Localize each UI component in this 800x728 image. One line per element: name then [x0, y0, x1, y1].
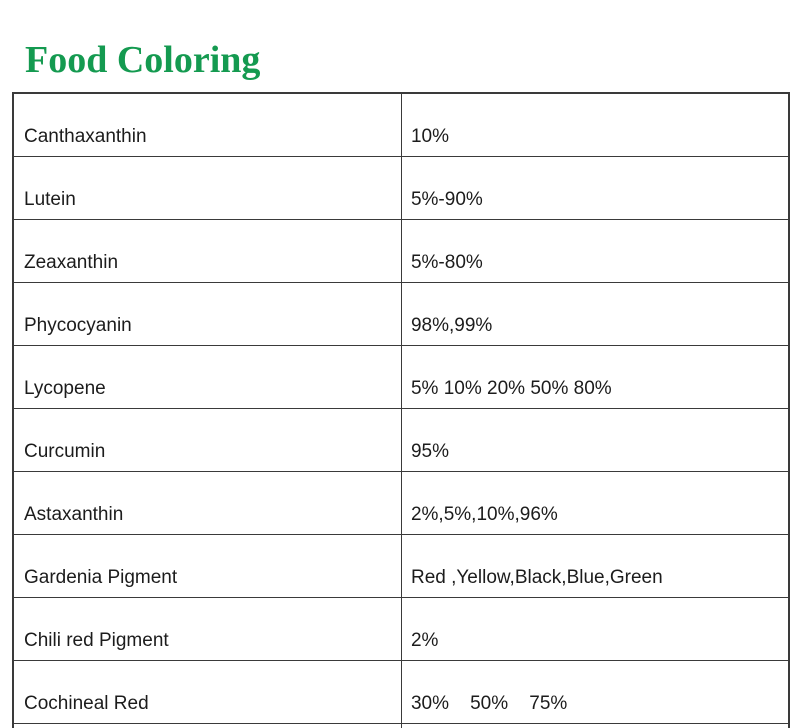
ingredient-name-cell: Lutein	[12, 156, 402, 220]
ingredient-value-cell: 5%-90%	[400, 156, 790, 220]
food-coloring-table: Canthaxanthin 10% Lutein 5%-90% Zeaxanthin 5%…	[12, 92, 790, 728]
ingredient-value-cell: 5%-80%	[400, 219, 790, 283]
table-row: Phycocyanin 98%,99%	[12, 282, 790, 346]
table-row: Astaxanthin 2%,5%,10%,96%	[12, 471, 790, 535]
ingredient-value-cell: 30% 50% 75%	[400, 660, 790, 724]
ingredient-value-cell: Red ,Yellow,Black,Blue,Green	[400, 534, 790, 598]
table-row: Lycopene 5% 10% 20% 50% 80%	[12, 345, 790, 409]
table-row: Chili red Pigment 2%	[12, 597, 790, 661]
food-coloring-table-body: Canthaxanthin 10% Lutein 5%-90% Zeaxanthin 5%…	[12, 92, 790, 728]
table-row: Zeaxanthin 5%-80%	[12, 219, 790, 283]
ingredient-name-cell: Astaxanthin	[12, 471, 402, 535]
ingredient-name-cell: Chili red Pigment	[12, 597, 402, 661]
ingredient-value-cell: 2%,5%,10%,96%	[400, 471, 790, 535]
table-row: Canthaxanthin 10%	[12, 92, 790, 157]
ingredient-value-cell: 5% 10% 20% 50% 80%	[400, 345, 790, 409]
table-row: Lutein 5%-90%	[12, 156, 790, 220]
ingredient-value-cell: 98%,99%	[400, 282, 790, 346]
table-row: Cochineal Red 30% 50% 75%	[12, 660, 790, 724]
table-row: Curcumin 95%	[12, 408, 790, 472]
table-row: Beta Carotene10%,20%,30%,98%	[12, 723, 790, 728]
ingredient-value-cell: 95%	[400, 408, 790, 472]
ingredient-name-cell: Zeaxanthin	[12, 219, 402, 283]
ingredient-name-cell: Curcumin	[12, 408, 402, 472]
ingredient-name-cell: Beta Carotene	[12, 723, 402, 728]
ingredient-value-cell: 10%	[400, 92, 790, 157]
ingredient-value-cell: 2%	[400, 597, 790, 661]
ingredient-name-cell: Phycocyanin	[12, 282, 402, 346]
page-title: Food Coloring	[25, 39, 261, 81]
table-row: Gardenia Pigment Red ,Yellow,Black,Blue,G…	[12, 534, 790, 598]
ingredient-name-cell: Gardenia Pigment	[12, 534, 402, 598]
ingredient-name-cell: Cochineal Red	[12, 660, 402, 724]
ingredient-name-cell: Lycopene	[12, 345, 402, 409]
ingredient-name-cell: Canthaxanthin	[12, 92, 402, 157]
ingredient-value-cell: 10%,20%,30%,98%	[400, 723, 790, 728]
